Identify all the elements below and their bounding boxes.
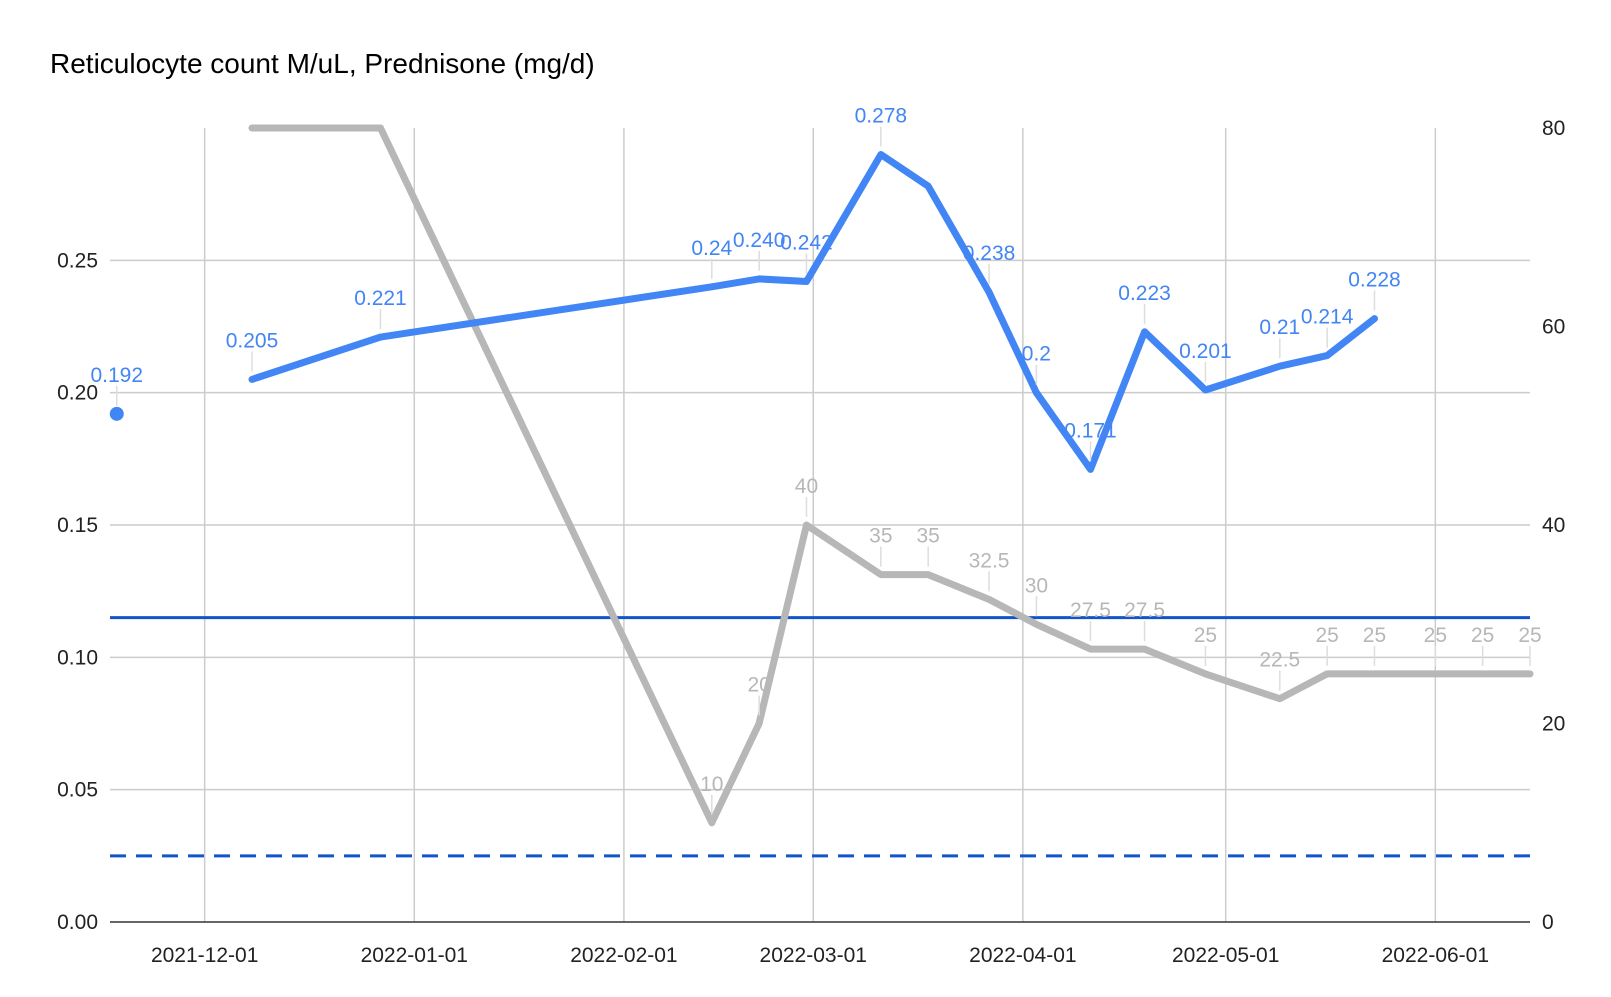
data-label-prednisone: 25	[1518, 624, 1541, 647]
x-tick-label: 2022-02-01	[570, 944, 677, 967]
y-right-tick-label: 80	[1542, 117, 1565, 140]
data-label-prednisone: 27.5	[1124, 599, 1165, 622]
y-left-tick-label: 0.10	[57, 646, 98, 669]
y-left-tick-label: 0.05	[57, 779, 98, 802]
data-label-retic: 0.223	[1118, 282, 1171, 305]
data-label-retic: 0.24	[691, 237, 732, 260]
y-left-tick-label: 0.20	[57, 382, 98, 405]
x-tick-label: 2021-12-01	[151, 944, 258, 967]
data-label-prednisone: 27.5	[1070, 599, 1111, 622]
x-tick-label: 2022-03-01	[760, 944, 867, 967]
data-label-prednisone: 22.5	[1259, 649, 1300, 672]
data-label-prednisone: 20	[747, 674, 770, 697]
data-label-prednisone: 25	[1424, 624, 1447, 647]
series-line-prednisone	[248, 124, 1534, 827]
data-label-retic: 0.228	[1348, 269, 1401, 292]
series-line-retic	[248, 151, 1378, 473]
data-label-prednisone: 25	[1315, 624, 1338, 647]
data-label-retic: 0.192	[90, 364, 143, 387]
data-label-prednisone: 10	[700, 773, 723, 796]
data-label-prednisone: 25	[1194, 624, 1217, 647]
y-right-tick-label: 60	[1542, 316, 1565, 339]
data-label-retic: 0.242	[780, 232, 833, 255]
data-label-retic: 0.240	[733, 229, 786, 252]
chart-title: Reticulocyte count M/uL, Prednisone (mg/…	[50, 48, 595, 79]
y-left-tick-label: 0.25	[57, 249, 98, 272]
y-right-tick-label: 20	[1542, 713, 1565, 736]
data-label-retic: 0.214	[1301, 306, 1354, 329]
data-label-prednisone: 32.5	[969, 549, 1010, 572]
data-label-prednisone: 40	[795, 475, 818, 498]
data-label-retic: 0.201	[1179, 340, 1232, 363]
data-label-retic: 0.278	[855, 104, 908, 127]
x-tick-label: 2022-05-01	[1172, 944, 1279, 967]
data-label-prednisone: 30	[1025, 574, 1048, 597]
data-label-prednisone: 35	[917, 525, 940, 548]
x-tick-label: 2022-04-01	[969, 944, 1076, 967]
data-label-retic: 0.171	[1064, 419, 1117, 442]
data-label-prednisone: 25	[1471, 624, 1494, 647]
data-label-retic: 0.2	[1022, 343, 1051, 366]
data-label-retic: 0.238	[963, 242, 1016, 265]
data-label-prednisone: 35	[869, 525, 892, 548]
x-tick-label: 2022-06-01	[1382, 944, 1489, 967]
data-point-retic	[109, 406, 124, 421]
x-tick-label: 2022-01-01	[361, 944, 468, 967]
y-right-tick-label: 40	[1542, 514, 1565, 537]
y-left-tick-label: 0.00	[57, 911, 98, 934]
y-left-tick-label: 0.15	[57, 514, 98, 537]
data-label-retic: 0.205	[226, 329, 279, 352]
data-label-prednisone: 25	[1363, 624, 1386, 647]
y-right-tick-label: 0	[1542, 911, 1554, 934]
data-label-retic: 0.221	[354, 287, 407, 310]
data-label-retic: 0.21	[1259, 316, 1300, 339]
